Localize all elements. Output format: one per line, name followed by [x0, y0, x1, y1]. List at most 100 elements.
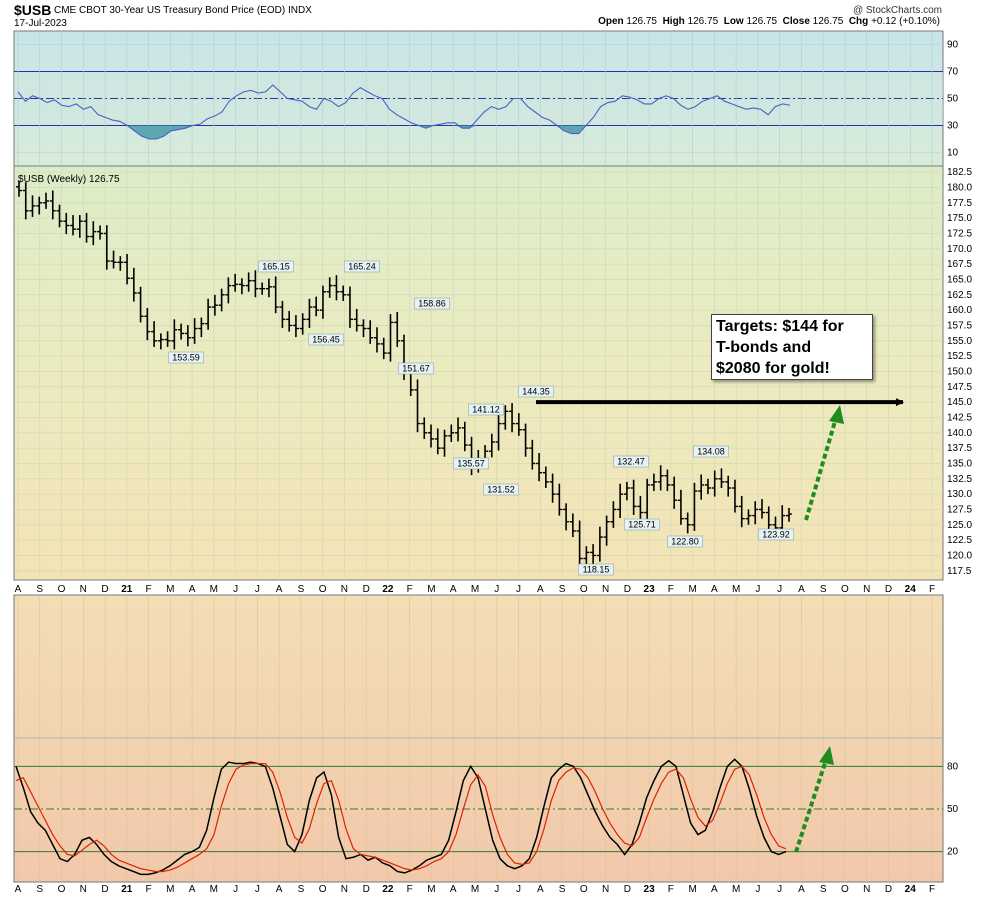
price-extreme-label-box	[483, 483, 519, 496]
price-extreme-label: 153.59	[168, 351, 204, 364]
price-bar	[90, 221, 97, 246]
price-extreme-label-box	[344, 260, 380, 273]
price-bar	[617, 483, 624, 519]
price-bar	[576, 520, 583, 568]
price-extreme-label-box	[258, 260, 294, 273]
price-extreme-label-text: 165.15	[262, 262, 290, 272]
price-bar	[786, 507, 792, 522]
price-bar	[630, 479, 637, 515]
price-bar	[157, 333, 164, 350]
price-bar	[22, 182, 29, 220]
price-bar	[509, 403, 516, 433]
price-x-tick-label: F	[146, 584, 152, 595]
price-y-tick-label: 182.5	[947, 167, 972, 178]
price-bar	[144, 307, 151, 341]
price-x-tick-label: S	[36, 584, 43, 595]
price-y-tick-label: 117.5	[947, 566, 972, 577]
price-bar	[758, 499, 765, 519]
price-extreme-label-box	[468, 403, 504, 416]
stoch-x-tick-label: 24	[905, 884, 917, 895]
price-x-tick-label: F	[407, 584, 413, 595]
stoch-x-tick-label: J	[233, 884, 238, 895]
price-bar	[76, 215, 83, 238]
price-bar	[718, 468, 725, 488]
price-bar	[353, 308, 360, 332]
price-extreme-label-text: 165.24	[348, 262, 376, 272]
price-bar	[623, 481, 630, 501]
price-x-tick-label: A	[798, 584, 805, 595]
price-bar	[360, 319, 367, 338]
price-y-tick-label: 122.5	[947, 535, 972, 546]
price-bar	[151, 321, 158, 347]
price-bar	[205, 298, 212, 330]
price-bar	[488, 433, 495, 458]
price-bar	[211, 294, 218, 316]
price-bar	[664, 469, 671, 492]
price-bar	[738, 495, 745, 528]
price-extreme-label-text: 123.92	[762, 530, 790, 540]
price-y-tick-label: 127.5	[947, 504, 972, 515]
high-label: High	[662, 16, 685, 27]
price-bar	[461, 421, 468, 452]
ohlc-readout: Open 126.75 High 126.75 Low 126.75 Close…	[598, 16, 940, 27]
price-bar	[704, 478, 711, 495]
price-y-tick-label: 160.0	[947, 305, 972, 316]
price-y-tick-label: 137.5	[947, 443, 972, 454]
price-extreme-label: 132.47	[613, 455, 649, 468]
stoch-x-tick-label: S	[36, 884, 43, 895]
price-bar	[536, 453, 543, 482]
rsi-y-tick-label: 50	[947, 94, 959, 105]
high-value: 126.75	[687, 16, 719, 27]
stoch-x-tick-label: M	[427, 884, 435, 895]
price-extreme-label-box	[613, 455, 649, 468]
price-bar	[103, 225, 110, 270]
annotation-line-3: $2080 for gold!	[716, 360, 830, 377]
x-axis-price: A S O N D 21 F M A M J J A S O N D 22 F M A M J J A S O N D 23 F M A M J J A…	[15, 584, 935, 595]
price-bar	[502, 405, 509, 430]
price-x-tick-label: O	[58, 584, 66, 595]
stoch-x-tick-label: F	[668, 884, 674, 895]
price-bar	[279, 300, 286, 328]
price-bar	[124, 254, 131, 285]
price-bar	[556, 483, 563, 516]
stoch-x-tick-label: F	[929, 884, 935, 895]
price-x-tick-label: 21	[121, 584, 133, 595]
price-bar	[677, 489, 684, 525]
price-extreme-label: 151.67	[398, 362, 434, 375]
price-bar	[671, 476, 678, 509]
price-extreme-label-text: 125.71	[628, 520, 656, 530]
price-bar	[232, 273, 239, 292]
x-axis-stochastic: A S O N D 21 F M A M J J A S O N D 22 F M A M J J A S O N D 23 F M A M J J A…	[15, 884, 935, 895]
price-bar	[184, 325, 191, 347]
price-x-tick-label: N	[80, 584, 87, 595]
price-extreme-label-box	[518, 385, 554, 398]
price-bar	[637, 495, 644, 519]
chart-symbol: $USB	[14, 2, 52, 18]
price-x-tick-label: M	[166, 584, 174, 595]
price-extreme-label: 165.15	[258, 260, 294, 273]
price-bar	[596, 526, 603, 562]
stoch-slow-line	[15, 762, 787, 873]
price-bar	[529, 439, 536, 470]
price-x-tick-label: J	[755, 584, 760, 595]
close-value: 126.75	[812, 16, 844, 27]
stoch-x-tick-label: J	[255, 884, 260, 895]
rsi-oversold-fill	[556, 125, 587, 134]
stoch-x-tick-label: A	[189, 884, 196, 895]
price-bar	[725, 475, 732, 497]
price-y-tick-label: 135.0	[947, 458, 972, 469]
price-y-tick-label: 177.5	[947, 198, 972, 209]
price-x-tick-label: M	[471, 584, 479, 595]
price-y-tick-label: 155.0	[947, 336, 972, 347]
price-bar	[117, 256, 124, 271]
price-extreme-label-box	[578, 563, 614, 576]
price-bar	[83, 212, 90, 243]
price-bar	[684, 512, 691, 534]
price-x-tick-label: N	[863, 584, 870, 595]
chg-label: Chg	[848, 16, 869, 27]
price-extreme-label-box	[693, 445, 729, 458]
price-bar	[650, 473, 657, 492]
price-extreme-label-text: 122.80	[671, 537, 699, 547]
stoch-x-tick-label: A	[537, 884, 544, 895]
